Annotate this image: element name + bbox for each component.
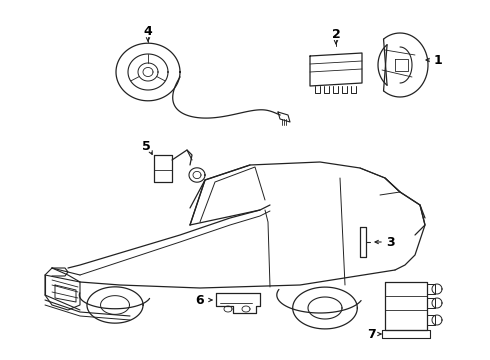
Text: 7: 7 — [367, 328, 375, 341]
Text: 6: 6 — [196, 293, 204, 306]
Text: 1: 1 — [434, 54, 442, 67]
Text: 5: 5 — [142, 139, 150, 153]
Text: 4: 4 — [144, 25, 152, 38]
Text: 2: 2 — [332, 27, 341, 40]
Text: 3: 3 — [386, 235, 394, 248]
